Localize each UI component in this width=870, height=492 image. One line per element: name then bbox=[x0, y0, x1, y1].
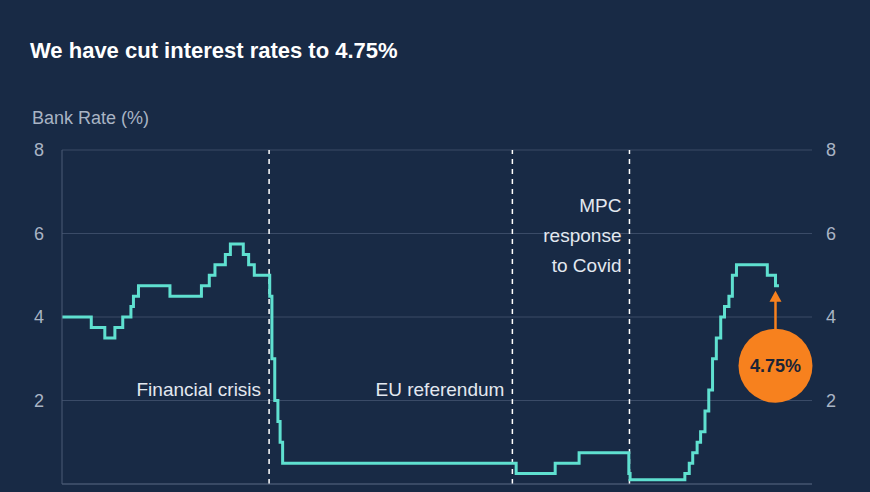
svg-text:4: 4 bbox=[34, 307, 44, 327]
svg-text:6: 6 bbox=[826, 224, 836, 244]
svg-text:8: 8 bbox=[826, 140, 836, 160]
svg-text:response: response bbox=[543, 225, 621, 246]
svg-text:MPC: MPC bbox=[579, 195, 621, 216]
html-text:We have cut interest rates to: We have cut interest rates to 4.75% bbox=[30, 38, 398, 63]
svg-text:2: 2 bbox=[34, 391, 44, 411]
svg-text:EU referendum: EU referendum bbox=[376, 379, 505, 400]
html-text:Bank Rate (%): Bank Rate (%) bbox=[32, 108, 149, 128]
svg-text:4: 4 bbox=[826, 307, 836, 327]
svg-text:6: 6 bbox=[34, 224, 44, 244]
svg-text:2: 2 bbox=[826, 391, 836, 411]
svg-text:Financial crisis: Financial crisis bbox=[136, 379, 261, 400]
svg-text:4.75%: 4.75% bbox=[750, 356, 801, 376]
svg-text:8: 8 bbox=[34, 140, 44, 160]
svg-text:to Covid: to Covid bbox=[552, 255, 622, 276]
